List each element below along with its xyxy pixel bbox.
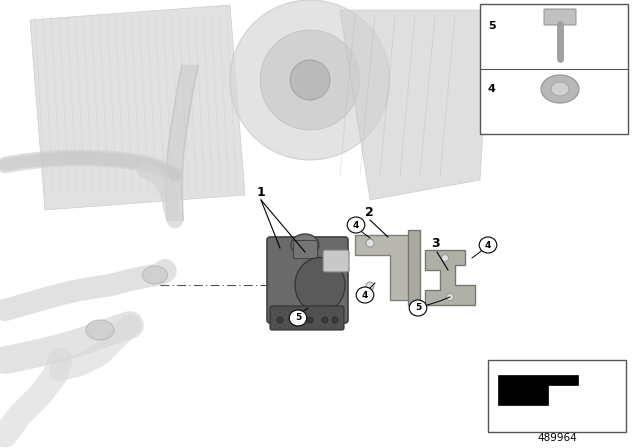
Text: 489964: 489964 — [537, 433, 577, 443]
Text: 5: 5 — [415, 303, 421, 313]
Text: 4: 4 — [362, 290, 368, 300]
Text: 2: 2 — [365, 206, 373, 219]
Text: 4: 4 — [353, 220, 359, 229]
Polygon shape — [408, 230, 420, 305]
Ellipse shape — [230, 0, 390, 160]
Ellipse shape — [86, 320, 114, 340]
FancyBboxPatch shape — [544, 9, 576, 25]
Ellipse shape — [366, 239, 374, 247]
FancyBboxPatch shape — [293, 240, 317, 258]
Ellipse shape — [332, 317, 338, 323]
Text: 4: 4 — [488, 84, 496, 94]
Text: 1: 1 — [257, 185, 266, 198]
Bar — [488, 360, 626, 432]
FancyBboxPatch shape — [323, 250, 349, 272]
Ellipse shape — [409, 300, 427, 316]
Ellipse shape — [143, 266, 168, 284]
Polygon shape — [30, 5, 245, 210]
Ellipse shape — [366, 282, 374, 290]
FancyBboxPatch shape — [267, 237, 348, 323]
Ellipse shape — [289, 310, 307, 326]
Polygon shape — [340, 10, 490, 200]
Text: 3: 3 — [432, 237, 440, 250]
Text: 5: 5 — [295, 314, 301, 323]
Ellipse shape — [442, 254, 449, 262]
Ellipse shape — [295, 258, 345, 313]
Ellipse shape — [541, 75, 579, 103]
Polygon shape — [290, 238, 345, 315]
Ellipse shape — [447, 293, 454, 301]
Polygon shape — [498, 375, 578, 405]
Bar — [480, 4, 628, 134]
FancyBboxPatch shape — [270, 306, 344, 330]
Text: 4: 4 — [485, 241, 491, 250]
Ellipse shape — [347, 217, 365, 233]
Ellipse shape — [260, 30, 360, 130]
Ellipse shape — [551, 82, 569, 96]
Polygon shape — [425, 250, 475, 305]
Ellipse shape — [292, 317, 298, 323]
Ellipse shape — [356, 287, 374, 303]
Polygon shape — [355, 235, 410, 300]
Text: 5: 5 — [488, 21, 495, 31]
Ellipse shape — [290, 60, 330, 100]
Ellipse shape — [322, 317, 328, 323]
Ellipse shape — [291, 234, 319, 256]
Ellipse shape — [479, 237, 497, 253]
Ellipse shape — [277, 317, 283, 323]
Ellipse shape — [307, 317, 313, 323]
